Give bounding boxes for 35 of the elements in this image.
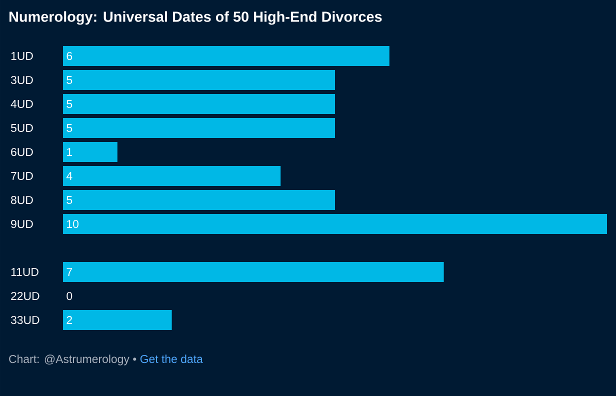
bar xyxy=(63,214,608,234)
data-label: 1 xyxy=(67,148,72,156)
y-tick-label: 3UD xyxy=(10,76,33,84)
bar xyxy=(63,190,336,210)
bar xyxy=(63,118,336,138)
y-tick-label: 4UD xyxy=(10,100,33,108)
bar xyxy=(63,310,172,330)
y-tick-label: 6UD xyxy=(11,148,33,156)
y-tick-label: 22UD xyxy=(11,292,40,300)
text: Get the data xyxy=(140,354,203,364)
bar xyxy=(63,70,336,90)
chart-title: Numerology: Universal Dates of 50 High-End Divorces xyxy=(9,11,382,25)
data-label: 7 xyxy=(66,268,72,276)
data-label: 5 xyxy=(66,124,72,132)
bar xyxy=(63,166,281,186)
bar xyxy=(63,142,118,162)
y-tick-label: 9UD xyxy=(11,220,33,228)
y-tick-label: 11UD xyxy=(11,268,38,276)
data-label: 6 xyxy=(66,52,72,60)
data-label: 2 xyxy=(66,316,72,324)
data-label: 0 xyxy=(66,292,72,300)
bar xyxy=(63,94,336,114)
bar xyxy=(63,262,444,282)
y-tick-label: 1UD xyxy=(11,52,33,60)
data-label: 5 xyxy=(66,196,72,204)
data-label: 10 xyxy=(67,220,78,228)
text: Chart: @Astrumerology • xyxy=(9,354,136,366)
data-label: 5 xyxy=(66,76,72,84)
y-tick-label: 5UD xyxy=(10,124,33,132)
bar xyxy=(63,46,390,66)
y-tick-label: 8UD xyxy=(11,196,33,204)
y-tick-label: 7UD xyxy=(11,172,33,180)
data-label: 4 xyxy=(66,172,72,180)
y-tick-label: 33UD xyxy=(10,316,40,324)
data-label: 5 xyxy=(66,100,72,108)
